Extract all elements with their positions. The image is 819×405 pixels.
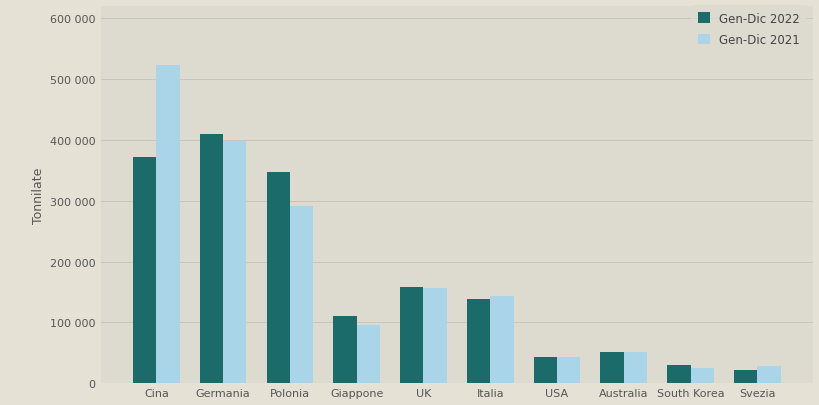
Bar [533, 357, 556, 383]
Bar [133, 158, 156, 383]
Bar [156, 66, 179, 383]
Bar [556, 357, 580, 383]
Bar [733, 370, 757, 383]
Bar [490, 296, 513, 383]
Bar [667, 365, 690, 383]
Bar [600, 352, 623, 383]
Bar [200, 134, 223, 383]
Bar [400, 288, 423, 383]
Legend: Gen-Dic 2022, Gen-Dic 2021: Gen-Dic 2022, Gen-Dic 2021 [690, 6, 806, 54]
Bar [266, 172, 290, 383]
Bar [423, 288, 446, 383]
Bar [623, 352, 646, 383]
Bar [290, 207, 313, 383]
Y-axis label: Tonnilate: Tonnilate [31, 167, 44, 224]
Bar [690, 368, 713, 383]
Bar [333, 317, 356, 383]
Bar [223, 142, 247, 383]
Bar [466, 300, 490, 383]
Bar [356, 325, 379, 383]
Bar [757, 366, 780, 383]
